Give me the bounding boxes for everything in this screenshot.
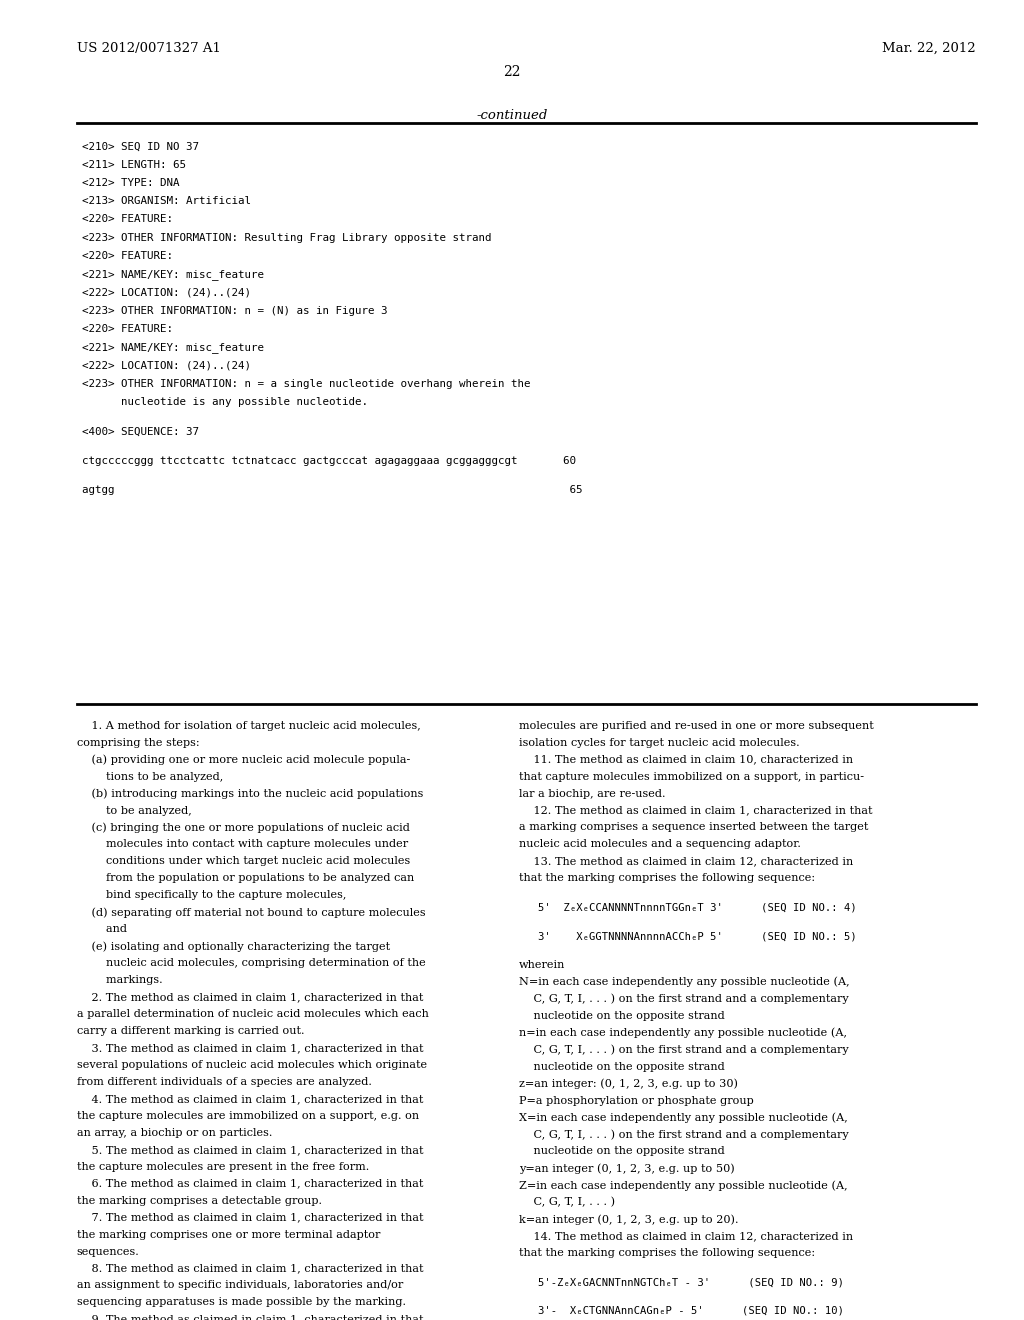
Text: Z=in each case independently any possible nucleotide (A,: Z=in each case independently any possibl… (519, 1180, 848, 1191)
Text: a marking comprises a sequence inserted between the target: a marking comprises a sequence inserted … (519, 822, 868, 833)
Text: nucleotide on the opposite strand: nucleotide on the opposite strand (519, 1011, 725, 1020)
Text: nucleic acid molecules, comprising determination of the: nucleic acid molecules, comprising deter… (77, 958, 426, 968)
Text: to be analyzed,: to be analyzed, (77, 805, 191, 816)
Text: <212> TYPE: DNA: <212> TYPE: DNA (82, 178, 179, 187)
Text: 22: 22 (503, 65, 521, 79)
Text: 1. A method for isolation of target nucleic acid molecules,: 1. A method for isolation of target nucl… (77, 721, 421, 731)
Text: 12. The method as claimed in claim 1, characterized in that: 12. The method as claimed in claim 1, ch… (519, 805, 872, 816)
Text: 7. The method as claimed in claim 1, characterized in that: 7. The method as claimed in claim 1, cha… (77, 1213, 423, 1222)
Text: agtgg                                                                      65: agtgg 65 (82, 484, 583, 495)
Text: 14. The method as claimed in claim 12, characterized in: 14. The method as claimed in claim 12, c… (519, 1232, 853, 1241)
Text: <221> NAME/KEY: misc_feature: <221> NAME/KEY: misc_feature (82, 269, 264, 280)
Text: bind specifically to the capture molecules,: bind specifically to the capture molecul… (77, 891, 346, 900)
Text: <211> LENGTH: 65: <211> LENGTH: 65 (82, 160, 186, 169)
Text: that the marking comprises the following sequence:: that the marking comprises the following… (519, 874, 815, 883)
Text: (e) isolating and optionally characterizing the target: (e) isolating and optionally characteriz… (77, 941, 390, 952)
Text: <223> OTHER INFORMATION: n = a single nucleotide overhang wherein the: <223> OTHER INFORMATION: n = a single nu… (82, 379, 530, 389)
Text: z=an integer: (0, 1, 2, 3, e.g. up to 30): z=an integer: (0, 1, 2, 3, e.g. up to 30… (519, 1078, 738, 1089)
Text: and: and (77, 924, 127, 935)
Text: the marking comprises a detectable group.: the marking comprises a detectable group… (77, 1196, 322, 1205)
Text: 3'    XₑGGTNNNNAnnnnACChₑP 5'      (SEQ ID NO.: 5): 3' XₑGGTNNNNAnnnnACChₑP 5' (SEQ ID NO.: … (538, 931, 856, 941)
Text: tions to be analyzed,: tions to be analyzed, (77, 772, 223, 781)
Text: the capture molecules are immobilized on a support, e.g. on: the capture molecules are immobilized on… (77, 1111, 419, 1121)
Text: nucleotide on the opposite strand: nucleotide on the opposite strand (519, 1061, 725, 1072)
Text: 11. The method as claimed in claim 10, characterized in: 11. The method as claimed in claim 10, c… (519, 755, 853, 764)
Text: carry a different marking is carried out.: carry a different marking is carried out… (77, 1026, 304, 1036)
Text: <220> FEATURE:: <220> FEATURE: (82, 214, 173, 224)
Text: 9. The method as claimed in claim 1, characterized in that: 9. The method as claimed in claim 1, cha… (77, 1315, 423, 1320)
Text: n=in each case independently any possible nucleotide (A,: n=in each case independently any possibl… (519, 1028, 847, 1039)
Text: k=an integer (0, 1, 2, 3, e.g. up to 20).: k=an integer (0, 1, 2, 3, e.g. up to 20)… (519, 1214, 738, 1225)
Text: conditions under which target nucleic acid molecules: conditions under which target nucleic ac… (77, 857, 410, 866)
Text: several populations of nucleic acid molecules which originate: several populations of nucleic acid mole… (77, 1060, 427, 1071)
Text: from different individuals of a species are analyzed.: from different individuals of a species … (77, 1077, 372, 1086)
Text: 5. The method as claimed in claim 1, characterized in that: 5. The method as claimed in claim 1, cha… (77, 1144, 423, 1155)
Text: (d) separating off material not bound to capture molecules: (d) separating off material not bound to… (77, 907, 425, 917)
Text: an assignment to specific individuals, laboratories and/or: an assignment to specific individuals, l… (77, 1280, 403, 1291)
Text: US 2012/0071327 A1: US 2012/0071327 A1 (77, 41, 221, 54)
Text: C, G, T, I, . . . ) on the first strand and a complementary: C, G, T, I, . . . ) on the first strand … (519, 994, 849, 1005)
Text: C, G, T, I, . . . ): C, G, T, I, . . . ) (519, 1197, 615, 1208)
Text: comprising the steps:: comprising the steps: (77, 738, 200, 747)
Text: -continued: -continued (476, 110, 548, 121)
Text: 13. The method as claimed in claim 12, characterized in: 13. The method as claimed in claim 12, c… (519, 857, 853, 866)
Text: N=in each case independently any possible nucleotide (A,: N=in each case independently any possibl… (519, 977, 850, 987)
Text: 2. The method as claimed in claim 1, characterized in that: 2. The method as claimed in claim 1, cha… (77, 993, 423, 1002)
Text: the capture molecules are present in the free form.: the capture molecules are present in the… (77, 1162, 369, 1172)
Text: (b) introducing markings into the nucleic acid populations: (b) introducing markings into the nuclei… (77, 788, 423, 799)
Text: ctgcccccggg ttcctcattc tctnatcacc gactgcccat agagaggaaa gcggagggcgt       60: ctgcccccggg ttcctcattc tctnatcacc gactgc… (82, 455, 575, 466)
Text: <223> OTHER INFORMATION: n = (N) as in Figure 3: <223> OTHER INFORMATION: n = (N) as in F… (82, 306, 387, 315)
Text: nucleic acid molecules and a sequencing adaptor.: nucleic acid molecules and a sequencing … (519, 840, 801, 850)
Text: from the population or populations to be analyzed can: from the population or populations to be… (77, 874, 414, 883)
Text: an array, a biochip or on particles.: an array, a biochip or on particles. (77, 1127, 272, 1138)
Text: P=a phosphorylation or phosphate group: P=a phosphorylation or phosphate group (519, 1096, 754, 1106)
Text: <223> OTHER INFORMATION: Resulting Frag Library opposite strand: <223> OTHER INFORMATION: Resulting Frag … (82, 232, 492, 243)
Text: 5'-ZₑXₑGACNNTnnNGTChₑT - 3'      (SEQ ID NO.: 9): 5'-ZₑXₑGACNNTnnNGTChₑT - 3' (SEQ ID NO.:… (538, 1276, 844, 1287)
Text: molecules are purified and re-used in one or more subsequent: molecules are purified and re-used in on… (519, 721, 873, 731)
Text: 3'-  XₑCTGNNAnnCAGnₑP - 5'      (SEQ ID NO.: 10): 3'- XₑCTGNNAnnCAGnₑP - 5' (SEQ ID NO.: 1… (538, 1305, 844, 1316)
Text: <221> NAME/KEY: misc_feature: <221> NAME/KEY: misc_feature (82, 342, 264, 354)
Text: markings.: markings. (77, 975, 163, 985)
Text: C, G, T, I, . . . ) on the first strand and a complementary: C, G, T, I, . . . ) on the first strand … (519, 1044, 849, 1055)
Text: 3. The method as claimed in claim 1, characterized in that: 3. The method as claimed in claim 1, cha… (77, 1043, 423, 1053)
Text: 8. The method as claimed in claim 1, characterized in that: 8. The method as claimed in claim 1, cha… (77, 1263, 423, 1274)
Text: <220> FEATURE:: <220> FEATURE: (82, 251, 173, 261)
Text: <210> SEQ ID NO 37: <210> SEQ ID NO 37 (82, 141, 199, 152)
Text: that capture molecules immobilized on a support, in particu-: that capture molecules immobilized on a … (519, 772, 864, 781)
Text: a parallel determination of nucleic acid molecules which each: a parallel determination of nucleic acid… (77, 1008, 429, 1019)
Text: the marking comprises one or more terminal adaptor: the marking comprises one or more termin… (77, 1230, 380, 1239)
Text: C, G, T, I, . . . ) on the first strand and a complementary: C, G, T, I, . . . ) on the first strand … (519, 1130, 849, 1140)
Text: <222> LOCATION: (24)..(24): <222> LOCATION: (24)..(24) (82, 288, 251, 297)
Text: 6. The method as claimed in claim 1, characterized in that: 6. The method as claimed in claim 1, cha… (77, 1179, 423, 1189)
Text: y=an integer (0, 1, 2, 3, e.g. up to 50): y=an integer (0, 1, 2, 3, e.g. up to 50) (519, 1163, 735, 1173)
Text: <400> SEQUENCE: 37: <400> SEQUENCE: 37 (82, 426, 199, 437)
Text: X=in each case independently any possible nucleotide (A,: X=in each case independently any possibl… (519, 1113, 848, 1123)
Text: nucleotide on the opposite strand: nucleotide on the opposite strand (519, 1147, 725, 1156)
Text: molecules into contact with capture molecules under: molecules into contact with capture mole… (77, 840, 408, 850)
Text: <220> FEATURE:: <220> FEATURE: (82, 325, 173, 334)
Text: 4. The method as claimed in claim 1, characterized in that: 4. The method as claimed in claim 1, cha… (77, 1094, 423, 1104)
Text: <213> ORGANISM: Artificial: <213> ORGANISM: Artificial (82, 197, 251, 206)
Text: sequences.: sequences. (77, 1246, 139, 1257)
Text: Mar. 22, 2012: Mar. 22, 2012 (883, 41, 976, 54)
Text: (c) bringing the one or more populations of nucleic acid: (c) bringing the one or more populations… (77, 822, 410, 833)
Text: isolation cycles for target nucleic acid molecules.: isolation cycles for target nucleic acid… (519, 738, 800, 747)
Text: 5'  ZₑXₑCCANNNNTnnnnTGGnₑT 3'      (SEQ ID NO.: 4): 5' ZₑXₑCCANNNNTnnnnTGGnₑT 3' (SEQ ID NO.… (538, 902, 856, 912)
Text: sequencing apparatuses is made possible by the marking.: sequencing apparatuses is made possible … (77, 1298, 406, 1307)
Text: wherein: wherein (519, 960, 565, 970)
Text: <222> LOCATION: (24)..(24): <222> LOCATION: (24)..(24) (82, 360, 251, 371)
Text: (a) providing one or more nucleic acid molecule popula-: (a) providing one or more nucleic acid m… (77, 755, 410, 766)
Text: lar a biochip, are re-used.: lar a biochip, are re-used. (519, 788, 666, 799)
Text: that the marking comprises the following sequence:: that the marking comprises the following… (519, 1249, 815, 1258)
Text: nucleotide is any possible nucleotide.: nucleotide is any possible nucleotide. (82, 397, 368, 407)
